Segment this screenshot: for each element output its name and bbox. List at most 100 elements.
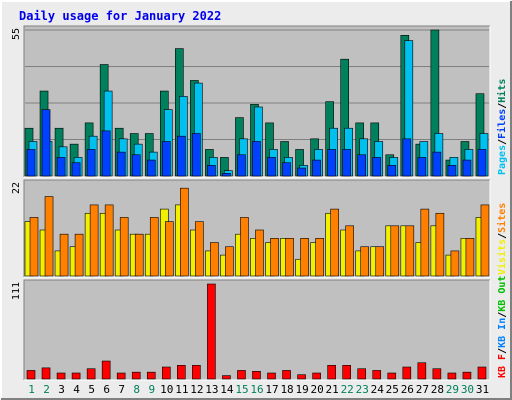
bar-kb-f-day-13 [207, 283, 216, 380]
panel-border-light [24, 280, 491, 381]
x-tick-label-day-21: 21 [326, 383, 339, 396]
bar-sites-day-17 [270, 238, 279, 277]
bar-sites-day-30 [465, 238, 475, 277]
y-axis-max-label: 22 [11, 182, 22, 194]
x-tick-label-day-25: 25 [386, 383, 399, 396]
bar-kb-f-day-22 [342, 365, 351, 380]
legend-entry: KB Out [497, 276, 508, 312]
x-tick-label-day-10: 10 [160, 383, 173, 396]
bar-sites-day-14 [225, 246, 234, 277]
bar-kb-f-day-16 [252, 370, 261, 380]
bar-sites-day-1 [29, 217, 39, 277]
panel-border-light [24, 26, 491, 178]
x-tick-label-day-28: 28 [431, 383, 444, 396]
legend-separator: / [497, 233, 508, 239]
bar-pages-day-4 [71, 162, 81, 177]
panel-border-dark [23, 25, 490, 177]
panel-2: 22 Visits/Sites [11, 179, 508, 278]
bar-kb-f-day-7 [116, 372, 126, 380]
bar-sites-day-21 [330, 208, 339, 277]
x-tick-label-day-9: 9 [148, 383, 155, 396]
bar-kb-f-day-29 [447, 372, 457, 380]
bar-pages-day-13 [207, 165, 216, 177]
x-tick-label-day-30: 30 [461, 383, 474, 396]
bar-kb-f-day-31 [477, 366, 487, 380]
bar-sites-day-28 [435, 212, 445, 277]
bar-kb-f-day-26 [402, 366, 412, 380]
bar-kb-f-day-17 [267, 372, 276, 380]
legend-entry: Files [496, 109, 508, 139]
bar-sites-day-23 [360, 246, 370, 277]
bar-kb-f-day-21 [327, 365, 336, 380]
legend-2: Visits/Sites [496, 203, 508, 275]
bar-kb-f-day-19 [297, 374, 306, 380]
bar-kb-f-day-6 [101, 360, 111, 380]
x-tick-label-day-22: 22 [341, 383, 354, 396]
bar-pages-day-9 [146, 159, 156, 177]
x-tick-label-day-16: 16 [250, 383, 263, 396]
bar-sites-day-29 [450, 250, 460, 277]
legend-separator: / [497, 312, 508, 318]
x-tick-label-day-12: 12 [190, 383, 203, 396]
bar-pages-day-21 [327, 149, 336, 177]
bar-kb-f-day-9 [146, 371, 156, 380]
x-tick-label-day-29: 29 [446, 383, 459, 396]
bar-pages-day-6 [101, 130, 111, 177]
legend-entry: Visits [496, 239, 508, 275]
bar-pages-day-24 [372, 157, 382, 177]
bar-kb-f-day-1 [26, 370, 36, 380]
bar-sites-day-3 [59, 233, 69, 277]
x-tick-label-day-2: 2 [43, 383, 50, 396]
bar-pages-day-2 [41, 109, 51, 177]
legend-separator: / [497, 348, 508, 354]
bar-pages-day-5 [86, 149, 96, 177]
bar-kb-f-day-10 [161, 366, 171, 380]
bar-pages-day-12 [192, 133, 201, 177]
bar-kb-f-day-30 [462, 371, 472, 380]
bar-pages-day-7 [116, 151, 126, 177]
bar-pages-day-22 [342, 149, 351, 177]
legend-separator: / [497, 139, 508, 145]
bar-sites-day-26 [405, 225, 415, 277]
bar-kb-f-day-25 [387, 372, 397, 380]
panel-border-light [24, 180, 491, 278]
bar-sites-day-5 [89, 204, 99, 277]
y-axis-max-label: 55 [11, 28, 22, 40]
bar-pages-day-26 [402, 138, 412, 177]
bar-pages-day-15 [237, 154, 246, 177]
bar-pages-day-10 [161, 141, 171, 177]
x-tick-label-day-14: 14 [220, 383, 234, 396]
bar-kb-f-day-24 [372, 370, 382, 380]
bar-pages-day-31 [477, 149, 487, 177]
bar-sites-day-27 [420, 208, 430, 277]
bar-sites-day-6 [104, 204, 114, 277]
x-tick-label-day-4: 4 [73, 383, 80, 396]
bar-pages-day-14 [222, 173, 231, 177]
legend-entry: KB In [497, 318, 508, 348]
bar-kb-f-day-23 [357, 368, 367, 380]
bar-sites-day-4 [74, 233, 84, 277]
bar-sites-day-19 [300, 238, 309, 277]
legend-entry: Hits [496, 79, 508, 103]
x-tick-label-day-15: 15 [235, 383, 248, 396]
bar-pages-day-8 [131, 154, 141, 177]
bar-sites-day-16 [255, 229, 264, 277]
panel-border-dark [23, 279, 490, 380]
bar-kb-f-day-8 [131, 371, 141, 380]
x-tick-label-day-17: 17 [265, 383, 278, 396]
bar-pages-day-29 [447, 165, 457, 177]
x-tick-label-day-7: 7 [118, 383, 125, 396]
panel-background [24, 280, 490, 380]
x-tick-label-day-6: 6 [103, 383, 110, 396]
bar-pages-day-28 [432, 151, 442, 177]
bar-kb-f-day-20 [312, 372, 321, 380]
bar-sites-day-15 [240, 217, 249, 277]
bar-pages-day-23 [357, 154, 367, 177]
x-tick-label-day-1: 1 [28, 383, 35, 396]
bar-pages-day-19 [297, 167, 306, 177]
x-tick-label-day-23: 23 [356, 383, 369, 396]
bar-kb-f-day-14 [222, 375, 231, 380]
legend-separator: / [497, 103, 508, 109]
